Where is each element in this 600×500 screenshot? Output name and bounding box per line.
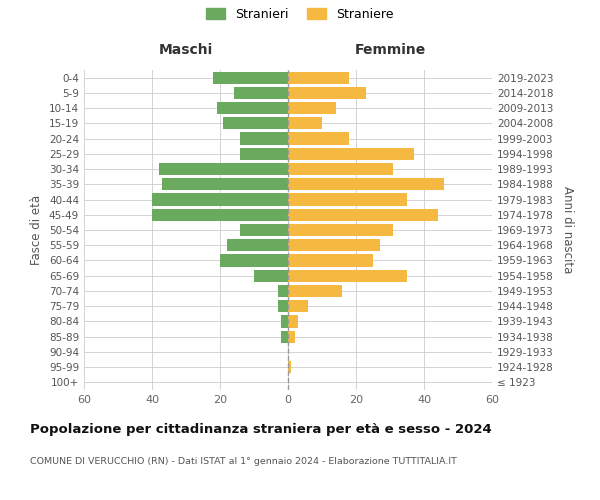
Text: COMUNE DI VERUCCHIO (RN) - Dati ISTAT al 1° gennaio 2024 - Elaborazione TUTTITAL: COMUNE DI VERUCCHIO (RN) - Dati ISTAT al…: [30, 458, 457, 466]
Bar: [288, 148, 414, 160]
Bar: [288, 361, 292, 373]
Y-axis label: Fasce di età: Fasce di età: [31, 195, 43, 265]
Bar: [288, 254, 373, 266]
Bar: [288, 224, 394, 236]
Bar: [288, 239, 380, 252]
Bar: [241, 132, 288, 144]
Bar: [288, 72, 349, 84]
Bar: [288, 270, 407, 282]
Legend: Stranieri, Straniere: Stranieri, Straniere: [202, 2, 398, 26]
Bar: [159, 163, 288, 175]
Bar: [288, 208, 437, 221]
Bar: [233, 87, 288, 99]
Bar: [278, 300, 288, 312]
Y-axis label: Anni di nascita: Anni di nascita: [560, 186, 574, 274]
Bar: [213, 72, 288, 84]
Bar: [288, 285, 343, 297]
Bar: [278, 285, 288, 297]
Bar: [241, 148, 288, 160]
Bar: [288, 194, 407, 205]
Bar: [162, 178, 288, 190]
Bar: [223, 117, 288, 130]
Bar: [288, 132, 349, 144]
Bar: [288, 316, 298, 328]
Bar: [281, 316, 288, 328]
Bar: [288, 117, 322, 130]
Bar: [288, 102, 335, 114]
Bar: [281, 330, 288, 343]
Bar: [152, 208, 288, 221]
Bar: [241, 224, 288, 236]
Text: Popolazione per cittadinanza straniera per età e sesso - 2024: Popolazione per cittadinanza straniera p…: [30, 422, 492, 436]
Text: Maschi: Maschi: [159, 44, 213, 58]
Bar: [254, 270, 288, 282]
Bar: [217, 102, 288, 114]
Bar: [288, 330, 295, 343]
Bar: [288, 163, 394, 175]
Bar: [288, 300, 308, 312]
Bar: [288, 178, 445, 190]
Bar: [288, 87, 366, 99]
Bar: [220, 254, 288, 266]
Text: Femmine: Femmine: [355, 44, 425, 58]
Bar: [152, 194, 288, 205]
Bar: [227, 239, 288, 252]
